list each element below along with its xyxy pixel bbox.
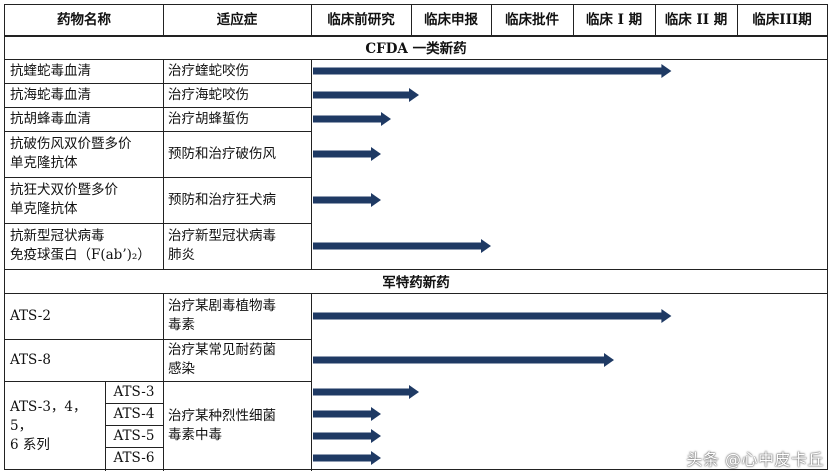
drug-cell-5: 抗狂犬双价暨多价 单克隆抗体: [10, 182, 118, 217]
header-drug-name: 药物名称: [57, 11, 111, 28]
progress-arrow-row-3: [313, 112, 391, 126]
indication-cell-1: 治疗蝰蛇咬伤: [168, 62, 249, 79]
indication-cell-2: 治疗海蛇咬伤: [168, 86, 249, 103]
col-rule: [655, 5, 656, 35]
col-rule: [311, 5, 312, 35]
section-military: 军特药新药: [382, 275, 450, 291]
rule: [5, 131, 311, 132]
drug-cell-8: ATS-8: [10, 351, 51, 368]
rule: [105, 447, 163, 448]
drug-cell-1: 抗蝰蛇毒血清: [10, 62, 91, 79]
progress-arrow-row-5: [313, 193, 381, 207]
subrow-name-ats6: ATS-6: [113, 449, 155, 466]
progress-arrow-row-6: [313, 239, 491, 253]
header-indication: 适应症: [216, 11, 258, 28]
header-stage-phase3: 临床III期: [752, 11, 812, 28]
col-rule: [737, 5, 738, 35]
indication-cell-8: 治疗某常见耐药菌 感染: [168, 342, 276, 377]
header-bottom-rule: [5, 35, 827, 37]
rule: [5, 293, 827, 294]
header-stage-application: 临床申报: [424, 11, 478, 28]
progress-arrow-ats-6: [313, 451, 381, 465]
indication-cell-3: 治疗胡蜂蜇伤: [168, 110, 249, 127]
watermark: 头条 @心中皮卡丘: [686, 450, 824, 469]
col-rule: [311, 293, 312, 471]
rule: [5, 339, 311, 340]
rule: [105, 403, 163, 404]
col-rule: [411, 5, 412, 35]
group-indication-cell: 治疗某种烈性细菌 毒素中毒: [168, 408, 276, 443]
col-rule: [105, 381, 106, 471]
indication-cell-6: 治疗新型冠状病毒 肺炎: [168, 228, 276, 263]
col-rule: [491, 5, 492, 35]
drug-cell-4: 抗破伤风双价暨多价 单克隆抗体: [10, 136, 132, 171]
rule: [105, 425, 163, 426]
subrow-name-ats5: ATS-5: [113, 427, 155, 444]
progress-arrow-row-4: [313, 147, 381, 161]
rule: [5, 223, 311, 224]
progress-arrow-ats-4: [313, 407, 381, 421]
pipeline-table: 药物名称 适应症 临床前研究 临床申报 临床批件 临床 I 期 临床 II 期 …: [4, 4, 828, 471]
section-cfda: CFDA 一类新药: [365, 41, 467, 57]
rule: [5, 59, 827, 60]
group-drug-cell: ATS-3，4，5， 6 系列: [10, 398, 87, 453]
col-rule: [311, 59, 312, 269]
indication-cell-4: 预防和治疗破伤风: [168, 145, 276, 162]
rule: [5, 83, 311, 84]
progress-arrow-row-8: [313, 353, 614, 367]
header-stage-preclinical: 临床前研究: [327, 11, 395, 28]
rule: [5, 107, 311, 108]
progress-arrow-ats-3: [313, 385, 419, 399]
col-rule: [573, 5, 574, 35]
progress-arrow-ats-5: [313, 429, 381, 443]
rule: [5, 177, 311, 178]
header-stage-phase1: 临床 I 期: [585, 11, 643, 28]
header-stage-phase2: 临床 II 期: [664, 11, 728, 28]
drug-cell-7: ATS-2: [10, 307, 51, 324]
subrow-name-ats3: ATS-3: [113, 383, 155, 400]
subrow-name-ats4: ATS-4: [113, 405, 155, 422]
col-rule: [163, 59, 164, 269]
progress-arrow-row-1: [313, 64, 672, 78]
drug-cell-2: 抗海蛇毒血清: [10, 86, 91, 103]
drug-cell-6: 抗新型冠状病毒 免疫球蛋白（F(ab’)₂）: [10, 228, 151, 263]
progress-arrow-row-2: [313, 88, 419, 102]
header-stage-approval: 临床批件: [505, 11, 559, 28]
progress-arrow-row-7: [313, 309, 672, 323]
col-rule: [163, 5, 164, 35]
drug-cell-3: 抗胡蜂毒血清: [10, 110, 91, 127]
rule: [5, 381, 311, 382]
col-rule: [163, 293, 164, 471]
progress-arrows: [313, 64, 672, 465]
indication-cell-5: 预防和治疗狂犬病: [168, 191, 276, 208]
indication-cell-7: 治疗某剧毒植物毒 毒素: [168, 298, 276, 333]
rule: [5, 269, 827, 270]
